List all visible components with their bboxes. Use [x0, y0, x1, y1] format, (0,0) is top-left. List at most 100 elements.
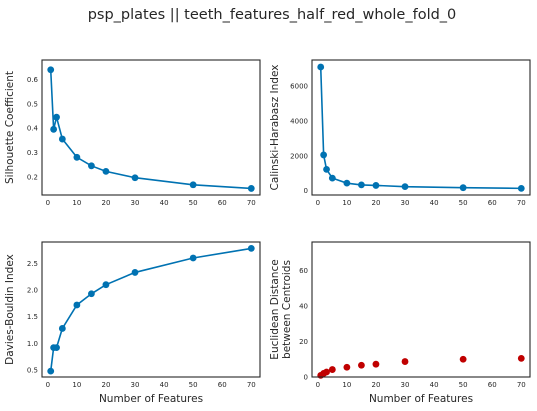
data-point — [73, 301, 81, 309]
data-point — [102, 168, 110, 175]
x-tick-label: 60 — [218, 381, 227, 389]
x-tick-label: 20 — [101, 381, 110, 389]
x-tick-label: 10 — [342, 381, 351, 389]
data-point — [320, 151, 328, 159]
data-point — [459, 184, 467, 192]
x-tick-label: 0 — [316, 199, 320, 207]
x-axis-label: Number of Features — [99, 393, 203, 405]
data-point — [401, 358, 409, 365]
x-tick-label: 40 — [160, 199, 169, 207]
series-line — [319, 66, 522, 190]
x-tick-label: 70 — [517, 199, 526, 207]
chart-panel-4: 0 10 20 30 40 50 60 70 0 20 40 60 Euclidean Distance… — [269, 241, 531, 405]
x-tick-label: 0 — [316, 381, 320, 389]
chart-panel-1: 0 10 20 30 40 50 60 70 0.2 0.3 0.4 0.5 0.6 Silhouette… — [4, 59, 261, 207]
y-tick-label: 1.5 — [27, 313, 38, 321]
data-point — [47, 66, 55, 74]
data-point — [58, 325, 66, 332]
data-point — [88, 162, 95, 170]
data-point — [247, 245, 255, 252]
y-tick-label: 4000 — [290, 117, 308, 125]
x-tick-label: 30 — [131, 381, 140, 389]
chart-panel-3: 0 10 20 30 40 50 60 70 0.5 1.0 1.5 2.0 2.5 Davies-Bou… — [4, 241, 261, 405]
x-tick-label: 0 — [46, 199, 50, 207]
data-point — [323, 165, 330, 173]
x-tick-label: 40 — [430, 381, 439, 389]
y-tick-label: 60 — [299, 267, 308, 275]
y-tick-label: 2.5 — [27, 260, 38, 268]
y-axis-label: Calinski-Harabasz Index — [269, 65, 281, 191]
data-point — [73, 153, 81, 161]
x-tick-label: 70 — [247, 199, 256, 207]
x-tick-label: 40 — [160, 381, 169, 389]
y-tick-label: 0.5 — [27, 100, 38, 108]
data-point — [189, 254, 197, 262]
y-tick-label: 2000 — [290, 152, 308, 160]
data-point — [372, 182, 380, 189]
y-tick-label: 20 — [299, 338, 308, 346]
axes-frame — [311, 59, 531, 196]
axes-frame — [311, 241, 531, 378]
x-tick-label: 60 — [488, 381, 497, 389]
series-line — [49, 69, 252, 190]
x-tick-label: 20 — [371, 199, 380, 207]
data-point — [372, 360, 380, 368]
x-tick-label: 30 — [401, 199, 410, 207]
y-tick-label: 0 — [304, 374, 308, 382]
data-point — [53, 344, 60, 352]
y-tick-label: 0 — [304, 187, 308, 195]
data-point — [328, 174, 336, 182]
data-point — [358, 181, 365, 189]
x-tick-label: 10 — [72, 199, 81, 207]
data-point — [328, 366, 336, 373]
y-axis-label: Davies-Bouldin Index — [4, 254, 16, 365]
data-point — [102, 281, 110, 289]
y-tick-label: 40 — [299, 302, 308, 310]
x-tick-label: 70 — [517, 381, 526, 389]
x-tick-label: 40 — [430, 199, 439, 207]
x-tick-label: 50 — [189, 199, 198, 207]
data-point — [88, 290, 95, 298]
y-axis-label: Silhouette Coefficient — [4, 71, 16, 184]
y-tick-label: 6000 — [290, 83, 308, 91]
data-point — [517, 354, 525, 362]
data-point — [47, 367, 55, 375]
x-tick-label: 50 — [459, 381, 468, 389]
data-point — [189, 181, 197, 189]
data-point — [58, 135, 66, 143]
figure-title: psp_plates || teeth_features_half_red_wh… — [88, 7, 457, 23]
data-point — [343, 179, 351, 187]
data-point — [53, 113, 60, 121]
x-tick-label: 20 — [371, 381, 380, 389]
x-tick-label: 60 — [488, 199, 497, 207]
x-tick-label: 10 — [342, 199, 351, 207]
data-point — [358, 361, 365, 369]
data-point — [50, 125, 58, 133]
x-tick-label: 0 — [46, 381, 50, 389]
y-tick-label: 0.2 — [27, 173, 38, 181]
y-tick-label: 0.3 — [27, 149, 38, 157]
data-point — [517, 184, 525, 192]
data-point — [131, 269, 139, 276]
y-tick-label: 0.5 — [27, 367, 38, 375]
axes-frame — [41, 59, 261, 196]
y-axis-label: Euclidean Distancebetween Centroids — [269, 259, 293, 359]
y-tick-label: 0.6 — [27, 76, 39, 84]
x-tick-label: 70 — [247, 381, 256, 389]
series-line — [49, 247, 252, 372]
x-tick-label: 10 — [72, 381, 81, 389]
data-point — [459, 355, 467, 363]
axes-frame — [41, 241, 261, 378]
x-tick-label: 50 — [189, 381, 198, 389]
y-tick-label: 1.0 — [27, 340, 38, 348]
x-tick-label: 60 — [218, 199, 227, 207]
x-axis-label: Number of Features — [369, 393, 473, 405]
x-tick-label: 50 — [459, 199, 468, 207]
data-point — [323, 368, 330, 376]
data-point — [401, 183, 409, 191]
x-tick-label: 30 — [401, 381, 410, 389]
x-tick-label: 30 — [131, 199, 140, 207]
x-tick-label: 20 — [101, 199, 110, 207]
chart-panel-2: 0 10 20 30 40 50 60 70 0 2000 4000 6000 Calinski-Har… — [269, 59, 531, 207]
